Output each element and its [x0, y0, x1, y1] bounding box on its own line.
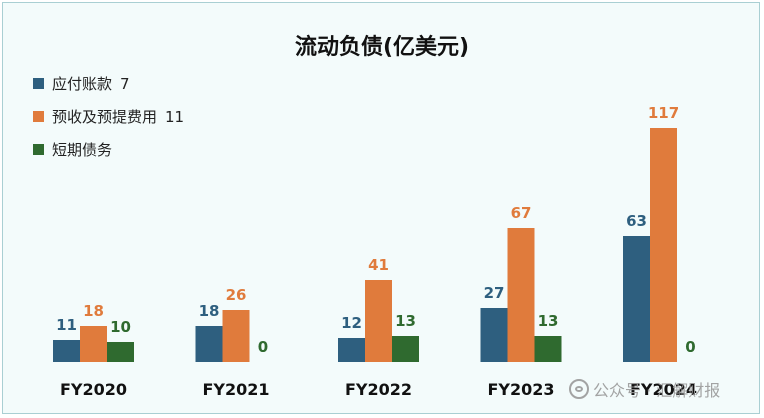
data-label-accounts-payable-fy2023: 27 — [484, 284, 505, 302]
data-label-accounts-payable-fy2020: 11 — [56, 316, 77, 334]
watermark-text: 公众号 · 汇解财报 — [593, 381, 721, 400]
x-tick-label-fy2022: FY2022 — [345, 380, 412, 399]
bar-accrued-expenses-fy2022 — [365, 280, 392, 362]
bar-accounts-payable-fy2021 — [195, 326, 223, 362]
legend-label-accrued-expenses: 预收及预提费用 — [52, 108, 158, 126]
data-label-accounts-payable-fy2021: 18 — [199, 302, 220, 320]
bar-accrued-expenses-fy2020 — [80, 326, 107, 362]
legend-label-accounts-payable: 应付账款 — [52, 75, 113, 93]
data-label-short-term-debt-fy2022: 13 — [395, 312, 416, 330]
x-tick-label-fy2023: FY2023 — [487, 380, 554, 399]
data-label-short-term-debt-fy2024: 0 — [685, 338, 695, 356]
bar-accrued-expenses-fy2024 — [650, 128, 677, 362]
data-label-accounts-payable-fy2024: 63 — [626, 212, 647, 230]
legend-item-short-term-debt: 短期债务 — [33, 133, 184, 166]
data-label-accounts-payable-fy2022: 12 — [341, 314, 362, 332]
chart-title: 流动负债(亿美元) — [294, 35, 470, 60]
plot-area: 11 18 10 FY2020 18 26 0 FY2021 12 41 13 FY2022 27 67 1… — [53, 104, 697, 399]
data-label-accrued-expenses-fy2024: 117 — [648, 104, 679, 122]
bar-short-term-debt-fy2022 — [392, 336, 419, 362]
data-label-short-term-debt-fy2023: 13 — [538, 312, 559, 330]
data-label-accrued-expenses-fy2023: 67 — [511, 204, 532, 222]
data-label-accrued-expenses-fy2022: 41 — [368, 256, 389, 274]
x-tick-label-fy2021: FY2021 — [202, 380, 269, 399]
chart-frame: 流动负债(亿美元) 应付账款 7 预收及预提费用 11 短期债务 11 18 10 F… — [2, 2, 760, 414]
legend-swatch-accrued-expenses — [33, 111, 44, 122]
x-tick-label-fy2020: FY2020 — [60, 380, 127, 399]
legend-swatch-short-term-debt — [33, 144, 44, 155]
bar-accounts-payable-fy2024 — [623, 236, 650, 362]
legend-value-accounts-payable: 7 — [120, 74, 130, 93]
bar-short-term-debt-fy2023 — [534, 336, 562, 362]
data-label-short-term-debt-fy2020: 10 — [110, 318, 131, 336]
bar-accrued-expenses-fy2021 — [222, 310, 250, 362]
wechat-icon — [569, 379, 589, 399]
watermark: 公众号 · 汇解财报 — [569, 377, 720, 401]
data-label-short-term-debt-fy2021: 0 — [258, 338, 268, 356]
bar-short-term-debt-fy2020 — [107, 342, 134, 362]
bar-accrued-expenses-fy2023 — [507, 228, 535, 362]
legend-value-accrued-expenses: 11 — [165, 107, 185, 126]
legend-item-accounts-payable: 应付账款 7 — [33, 67, 184, 100]
bar-accounts-payable-fy2020 — [53, 340, 80, 362]
data-label-accrued-expenses-fy2020: 18 — [83, 302, 104, 320]
bar-accounts-payable-fy2023 — [480, 308, 508, 362]
legend-swatch-accounts-payable — [33, 78, 44, 89]
legend-label-short-term-debt: 短期债务 — [52, 141, 113, 159]
x-tick-label-fy2024: FY2024 — [630, 380, 697, 399]
data-label-accrued-expenses-fy2021: 26 — [226, 286, 247, 304]
legend: 应付账款 7 预收及预提费用 11 短期债务 — [33, 67, 184, 166]
bar-accounts-payable-fy2022 — [338, 338, 365, 362]
legend-item-accrued-expenses: 预收及预提费用 11 — [33, 100, 184, 133]
